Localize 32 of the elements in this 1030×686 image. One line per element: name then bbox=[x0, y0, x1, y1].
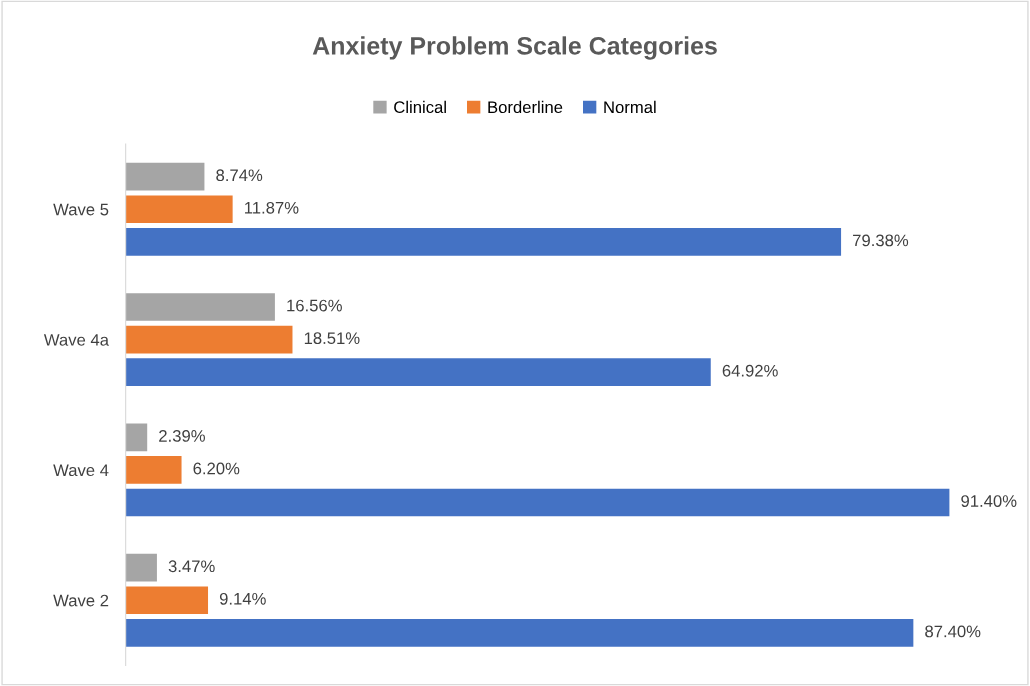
data-label: 3.47% bbox=[168, 560, 215, 573]
legend-label: Normal bbox=[604, 100, 656, 114]
data-label: 6.20% bbox=[193, 462, 240, 475]
data-label: 18.51% bbox=[304, 332, 360, 345]
bar bbox=[125, 456, 182, 484]
legend-label: Borderline bbox=[488, 100, 563, 114]
bar bbox=[125, 553, 157, 582]
bar bbox=[125, 162, 205, 191]
bar bbox=[125, 618, 914, 647]
bar bbox=[125, 423, 148, 452]
bar bbox=[125, 293, 275, 321]
data-label: 16.56% bbox=[287, 299, 342, 312]
data-label: 9.14% bbox=[219, 592, 266, 605]
y-tick-label: Wave 2 bbox=[53, 594, 109, 607]
bar bbox=[125, 358, 711, 386]
bar bbox=[125, 488, 950, 517]
legend-label: Clinical bbox=[394, 100, 446, 114]
bar bbox=[125, 227, 842, 256]
bar bbox=[125, 325, 293, 354]
y-tick-label: Wave 5 bbox=[53, 203, 109, 216]
data-label: 8.74% bbox=[216, 169, 263, 182]
y-tick-label: Wave 4 bbox=[53, 464, 109, 477]
bar bbox=[125, 195, 233, 224]
data-label: 64.92% bbox=[722, 364, 778, 377]
chart-title: Anxiety Problem Scale Categories bbox=[312, 36, 717, 60]
y-tick-label: Wave 4a bbox=[43, 334, 109, 346]
data-label: 87.40% bbox=[925, 625, 981, 638]
data-label: 2.39% bbox=[159, 430, 205, 442]
data-label: 91.40% bbox=[961, 495, 1017, 507]
bar bbox=[125, 586, 209, 615]
data-label: 79.38% bbox=[853, 234, 909, 247]
data-label: 11.87% bbox=[245, 201, 299, 214]
